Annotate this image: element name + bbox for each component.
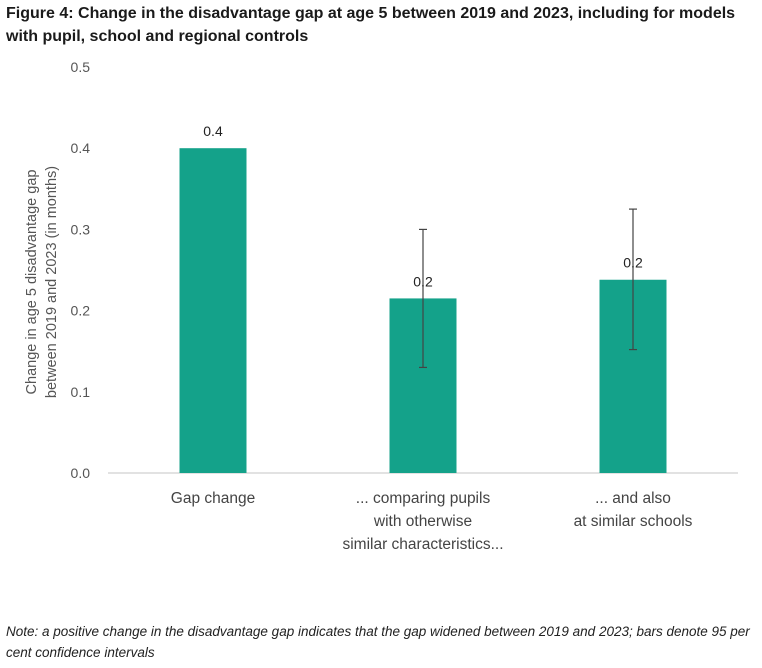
figure-title: Figure 4: Change in the disadvantage gap… [6, 5, 736, 45]
y-axis-label-line: Change in age 5 disadvantage gap [24, 170, 40, 395]
category-label: with otherwise [373, 513, 472, 530]
category-label: ... and also [595, 490, 671, 507]
category-label: at similar schools [574, 513, 693, 530]
bar-chart: Change in age 5 disadvantage gap between … [24, 59, 738, 553]
y-tick-label: 0.0 [71, 465, 91, 481]
y-tick-label: 0.3 [71, 221, 91, 237]
data-labels: 0.4 0.2 0.2 [203, 123, 643, 289]
category-label: similar characteristics... [342, 536, 503, 553]
bars [179, 148, 667, 473]
category-labels: Gap change ... comparing pupils with other… [171, 490, 693, 553]
data-label: 0.4 [203, 123, 223, 139]
y-tick-label: 0.4 [71, 140, 91, 156]
y-tick-label: 0.5 [71, 59, 91, 75]
y-axis-label-line: between 2019 and 2023 (in months) [44, 166, 60, 398]
y-axis-label: Change in age 5 disadvantage gap between … [24, 166, 60, 398]
data-label: 0.2 [623, 255, 643, 271]
error-bars [419, 208, 637, 369]
category-label: Gap change [171, 490, 255, 507]
bar [179, 148, 247, 473]
y-axis-ticks: 0.0 0.1 0.2 0.3 0.4 0.5 [71, 59, 91, 481]
data-label: 0.2 [413, 273, 433, 289]
y-tick-label: 0.1 [71, 384, 91, 400]
category-label: ... comparing pupils [356, 490, 491, 507]
y-tick-label: 0.2 [71, 303, 91, 319]
figure-note: Note: a positive change in the disadvant… [6, 624, 750, 660]
